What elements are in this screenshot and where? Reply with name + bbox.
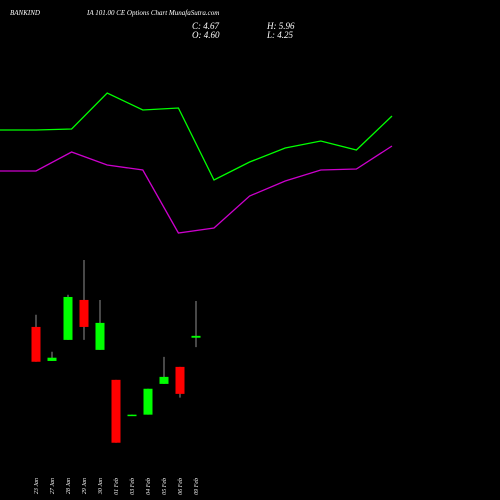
candle-body [143, 388, 153, 415]
candle-body [127, 414, 137, 417]
line [0, 92, 393, 181]
x-tick-label: 01 Feb [114, 478, 120, 495]
x-tick-label: 29 Jan [82, 478, 88, 494]
candle-body [47, 357, 57, 361]
stat-low: L: 4.25 [266, 30, 294, 40]
candle-body [191, 335, 201, 338]
candle-body [79, 299, 89, 327]
x-tick-label: 23 Jan [34, 478, 40, 494]
chart-title: BANKIND [10, 9, 40, 17]
candle-body [31, 326, 41, 362]
candle-body [175, 366, 185, 394]
candle-body [111, 379, 121, 443]
x-tick-label: 05 Feb [162, 478, 168, 495]
x-tick-label: 03 Feb [130, 478, 136, 495]
line [0, 145, 393, 234]
stat-open: O: 4.60 [192, 30, 220, 40]
candle-body [63, 296, 73, 340]
candle-body [95, 322, 105, 350]
x-tick-label: 04 Feb [145, 478, 152, 495]
x-tick-label: 09 Feb [194, 478, 200, 495]
chart-subtitle: IA 101.00 CE Options Chart MunafaSutra.c… [86, 9, 219, 17]
x-tick-label: 27 Jan [50, 478, 56, 494]
candle-body [159, 376, 169, 384]
x-tick-label: 28 Jan [66, 478, 72, 494]
x-tick-label: 30 Jan [98, 478, 104, 495]
stat-high: H: 5.96 [266, 21, 295, 31]
stat-close: C: 4.67 [192, 21, 220, 31]
x-tick-label: 06 Feb [178, 478, 184, 495]
